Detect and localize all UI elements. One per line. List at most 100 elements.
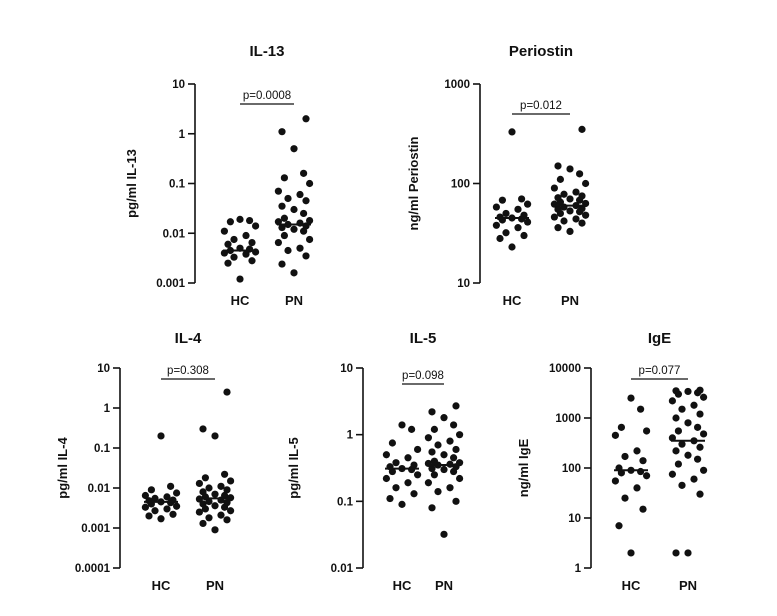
data-point	[221, 470, 229, 478]
data-point	[452, 445, 460, 454]
data-point	[637, 405, 645, 413]
data-point	[440, 465, 448, 474]
data-point	[195, 479, 203, 488]
y-axis-label: ng/ml Periostin	[406, 136, 421, 230]
data-point	[199, 519, 207, 528]
data-point	[167, 482, 175, 490]
data-point	[410, 461, 418, 469]
x-category-label: HC	[231, 293, 250, 308]
data-point	[627, 394, 635, 402]
p-value-label: p=0.0008	[243, 90, 291, 102]
data-point	[306, 216, 314, 225]
data-point	[201, 474, 209, 482]
data-point	[566, 227, 574, 236]
y-tick-label: 1000	[444, 79, 470, 91]
data-point	[408, 425, 416, 433]
data-point	[280, 214, 288, 222]
x-category-label: PN	[435, 578, 453, 593]
data-point	[633, 447, 641, 455]
data-point	[278, 202, 286, 210]
data-point	[141, 503, 149, 511]
y-tick-label: 10	[172, 79, 185, 91]
y-tick-label: 10	[568, 513, 581, 525]
data-point	[572, 188, 580, 196]
data-point	[173, 502, 181, 510]
data-point	[414, 471, 422, 479]
x-category-label: HC	[393, 578, 412, 593]
data-point	[639, 457, 647, 465]
data-point	[410, 490, 418, 498]
p-value-label: p=0.098	[402, 370, 444, 382]
data-point	[220, 227, 228, 235]
data-point	[694, 423, 702, 431]
data-point	[672, 387, 680, 395]
data-point	[306, 235, 314, 244]
y-tick-label: 0.1	[169, 179, 186, 191]
data-point	[678, 405, 686, 413]
data-point	[621, 494, 629, 502]
y-tick-label: 10	[340, 363, 353, 375]
data-point	[617, 423, 626, 431]
data-point	[296, 244, 304, 252]
data-point	[576, 170, 584, 178]
data-point	[554, 205, 562, 213]
x-category-label: HC	[503, 293, 522, 308]
data-point	[424, 479, 432, 487]
y-tick-label: 0.001	[156, 278, 185, 290]
data-point	[157, 432, 165, 440]
data-point	[221, 491, 229, 500]
data-point	[306, 179, 314, 188]
data-point	[199, 488, 207, 496]
data-point	[434, 487, 442, 496]
data-point	[195, 508, 203, 516]
data-point	[227, 507, 235, 515]
data-point	[672, 549, 680, 557]
data-point	[284, 246, 292, 255]
data-point	[223, 388, 231, 396]
data-point	[382, 451, 390, 459]
data-point	[514, 224, 522, 232]
data-point	[518, 195, 526, 203]
data-point	[392, 459, 400, 467]
panel-title: IgE	[648, 330, 671, 347]
data-point	[668, 434, 677, 442]
panel-title: IL-13	[249, 43, 284, 60]
x-category-label: HC	[622, 578, 641, 593]
data-point	[611, 477, 620, 485]
data-point	[246, 245, 254, 253]
y-axis-label: pg/ml IL-13	[124, 149, 139, 218]
data-point	[672, 447, 680, 455]
data-point	[217, 511, 225, 519]
data-point	[524, 218, 532, 226]
data-point	[278, 128, 286, 136]
data-point	[224, 259, 232, 267]
y-tick-label: 0.01	[331, 563, 354, 575]
data-point	[668, 470, 677, 478]
data-point	[428, 504, 436, 512]
data-point	[236, 275, 244, 283]
y-tick-label: 0.01	[88, 483, 111, 495]
data-point	[700, 393, 708, 401]
data-point	[700, 430, 708, 438]
data-point	[508, 243, 516, 251]
data-point	[141, 491, 149, 500]
data-point	[611, 431, 620, 439]
y-axis-label: ng/ml IgE	[516, 438, 531, 497]
y-tick-label: 1000	[555, 413, 581, 425]
data-point	[550, 213, 559, 221]
data-point	[173, 489, 181, 497]
data-point	[300, 169, 308, 177]
data-point	[452, 402, 460, 410]
data-point	[446, 484, 454, 492]
data-point	[582, 179, 590, 188]
data-point	[151, 507, 159, 515]
data-point	[147, 486, 155, 494]
data-point	[404, 454, 412, 462]
data-point	[696, 410, 704, 418]
data-point	[205, 484, 213, 492]
x-category-label: PN	[679, 578, 697, 593]
data-point	[157, 515, 165, 523]
data-point	[424, 434, 432, 442]
data-point	[428, 464, 436, 473]
data-point	[456, 431, 464, 439]
